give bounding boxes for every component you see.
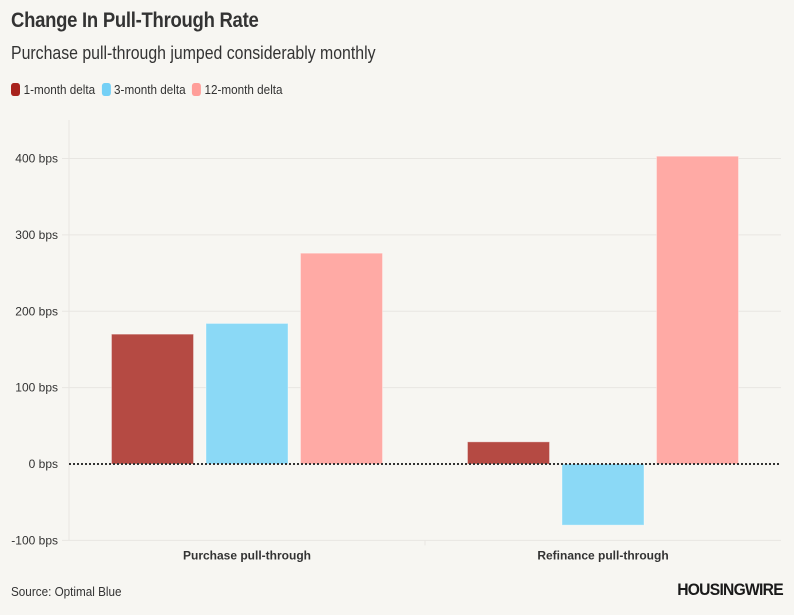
y-tick-label: 300 bps [15, 228, 58, 242]
bar-3-month-delta-purchase [205, 322, 289, 465]
legend-label-3-month: 3-month delta [114, 82, 186, 97]
housingwire-logo: HOUSINGWIRE [677, 580, 783, 599]
legend: 1-month delta 3-month delta 12-month del… [11, 82, 289, 97]
bar-3-month-delta-refinance [561, 463, 645, 526]
y-tick-label: 100 bps [15, 381, 58, 395]
y-tick-label: 200 bps [15, 304, 58, 318]
legend-item-3-month[interactable]: 3-month delta [101, 82, 186, 97]
x-category-label: Refinance pull-through [537, 548, 668, 562]
y-tick-label: 0 bps [29, 457, 58, 471]
legend-label-1-month: 1-month delta [23, 82, 96, 97]
legend-swatch-12-month [191, 83, 201, 96]
bar-12-month-delta-refinance [656, 155, 739, 465]
y-tick-label: -100 bps [11, 533, 58, 547]
bar-12-month-delta-purchase [300, 252, 383, 465]
x-axis-categories: Purchase pull-through Refinance pull-thro… [183, 548, 669, 562]
legend-swatch-1-month [11, 83, 20, 96]
source-note: Source: Optimal Blue [11, 584, 122, 599]
x-category-label: Purchase pull-through [183, 548, 311, 562]
legend-swatch-3-month [101, 83, 111, 96]
y-tick-label: 400 bps [15, 152, 58, 166]
legend-item-12-month[interactable]: 12-month delta [191, 82, 283, 97]
bar-1-month-delta-refinance [467, 441, 550, 465]
y-axis-ticks: 400 bps 300 bps 200 bps 100 bps 0 bps -100 bp… [11, 152, 58, 548]
chart-subtitle: Purchase pull-through jumped considerabl… [11, 43, 376, 63]
bar-1-month-delta-purchase [111, 333, 194, 465]
legend-item-1-month[interactable]: 1-month delta [11, 82, 95, 97]
chart-title: Change In Pull-Through Rate [11, 9, 259, 32]
bars [111, 155, 739, 526]
legend-label-12-month: 12-month delta [204, 82, 283, 97]
